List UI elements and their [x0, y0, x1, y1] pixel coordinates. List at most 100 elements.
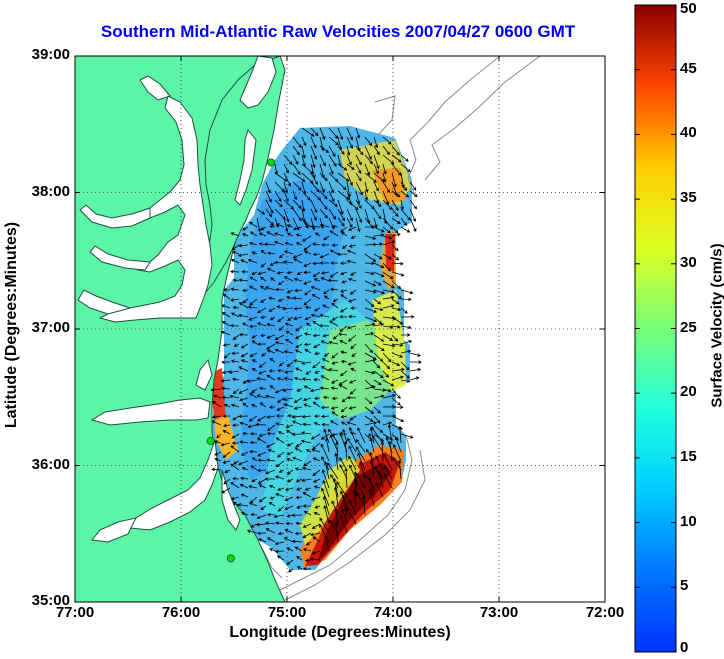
velocity-arrow: [377, 470, 384, 489]
velocity-arrow: [348, 314, 357, 319]
velocity-arrow: [230, 312, 240, 318]
velocity-arrow: [294, 288, 303, 293]
velocity-arrow: [260, 285, 267, 291]
velocity-arrow: [330, 386, 339, 390]
velocity-arrow: [240, 493, 249, 498]
velocity-arrow: [331, 396, 339, 401]
velocity-arrow: [368, 432, 375, 453]
velocity-arrow: [319, 190, 328, 200]
velocity-arrow: [216, 433, 222, 439]
velocity-arrow: [277, 280, 285, 286]
velocity-arrow: [400, 217, 407, 226]
velocity-arrow: [346, 190, 353, 206]
velocity-arrow: [391, 367, 406, 372]
velocity-arrow: [258, 361, 267, 368]
velocity-arrow: [302, 548, 312, 552]
velocity-arrow: [310, 433, 321, 440]
velocity-arrow: [391, 415, 405, 422]
velocity-arrow: [346, 421, 357, 426]
velocity-arrow: [256, 377, 267, 381]
velocity-arrow: [334, 507, 339, 525]
velocity-arrow: [286, 361, 294, 368]
velocity-arrow: [285, 424, 294, 429]
colorbar-tick-label: 20: [680, 383, 697, 401]
velocity-arrow: [337, 181, 347, 191]
velocity-arrow: [242, 233, 249, 237]
velocity-arrow: [347, 361, 357, 366]
velocity-arrow: [373, 217, 378, 229]
velocity-arrow: [346, 145, 351, 156]
velocity-arrow: [391, 232, 401, 237]
coverage-south-yellow: [300, 455, 360, 545]
velocity-arrow: [295, 478, 303, 483]
velocity-arrow: [361, 495, 366, 516]
velocity-arrow: [292, 296, 303, 300]
velocity-arrow: [359, 460, 366, 480]
velocity-arrow: [249, 440, 258, 445]
velocity-arrow: [328, 368, 339, 372]
inland-waters: [77, 56, 277, 543]
velocity-arrow: [322, 333, 330, 338]
velocity-arrow: [339, 315, 348, 319]
grid-lines: [75, 56, 605, 602]
velocity-arrow: [265, 217, 275, 226]
x-tick-label: 72:00: [585, 604, 625, 621]
velocity-arrow: [277, 487, 285, 491]
coverage-west-orange: [214, 415, 238, 460]
velocity-arrow: [335, 441, 339, 462]
velocity-arrow: [373, 136, 379, 149]
velocity-arrow: [277, 431, 285, 435]
velocity-arrow: [275, 414, 285, 418]
velocity-arrow: [278, 361, 285, 367]
velocity-arrow: [222, 293, 231, 300]
velocity-arrow: [391, 217, 401, 224]
velocity-arrow: [240, 359, 249, 363]
velocity-arrow: [232, 388, 240, 395]
velocity-arrow: [238, 332, 249, 337]
velocity-arrow: [312, 478, 321, 483]
velocity-arrow: [346, 127, 353, 141]
velocity-arrow: [313, 377, 321, 382]
velocity-arrow: [287, 316, 294, 321]
velocity-arrow: [355, 199, 362, 209]
velocity-arrow: [266, 512, 276, 517]
velocity-arrow: [274, 348, 285, 354]
velocity-arrow: [409, 217, 417, 232]
velocity-arrow: [310, 154, 316, 169]
velocity-arrow: [329, 420, 339, 426]
velocity-arrow: [394, 436, 402, 453]
velocity-arrow: [295, 242, 303, 246]
velocity-arrow: [241, 270, 249, 274]
velocity-arrow: [304, 316, 312, 321]
velocity-arrow: [346, 259, 357, 264]
velocity-arrow: [251, 359, 258, 363]
velocity-arrow: [319, 253, 330, 259]
velocity-arrow: [323, 295, 330, 300]
velocity-arrow: [241, 226, 249, 231]
velocity-arrow: [302, 492, 312, 498]
velocity-arrow: [292, 172, 306, 182]
velocity-arrow: [328, 340, 339, 345]
velocity-arrow: [332, 334, 339, 340]
velocity-arrow: [211, 415, 222, 419]
velocity-arrow: [373, 242, 384, 246]
velocity-arrow: [269, 385, 276, 390]
velocity-arrow: [277, 505, 285, 512]
velocity-arrow: [238, 302, 249, 309]
velocity-arrow: [238, 313, 249, 318]
velocity-arrow: [303, 244, 312, 251]
velocity-arrow: [409, 367, 422, 372]
colorbar-tick-label: 10: [680, 512, 697, 530]
velocity-arrow: [349, 415, 357, 421]
velocity-arrow: [409, 208, 416, 223]
velocity-arrow: [364, 370, 376, 375]
velocity-arrow: [329, 230, 339, 237]
velocity-arrow: [382, 325, 394, 329]
velocity-arrow: [255, 422, 267, 427]
velocity-arrow: [231, 377, 240, 382]
velocity-arrow: [350, 271, 357, 276]
velocity-arrow: [258, 370, 267, 375]
x-tick-label: 77:00: [55, 604, 95, 621]
velocity-arrow: [321, 469, 330, 489]
velocity-arrow: [364, 163, 371, 176]
